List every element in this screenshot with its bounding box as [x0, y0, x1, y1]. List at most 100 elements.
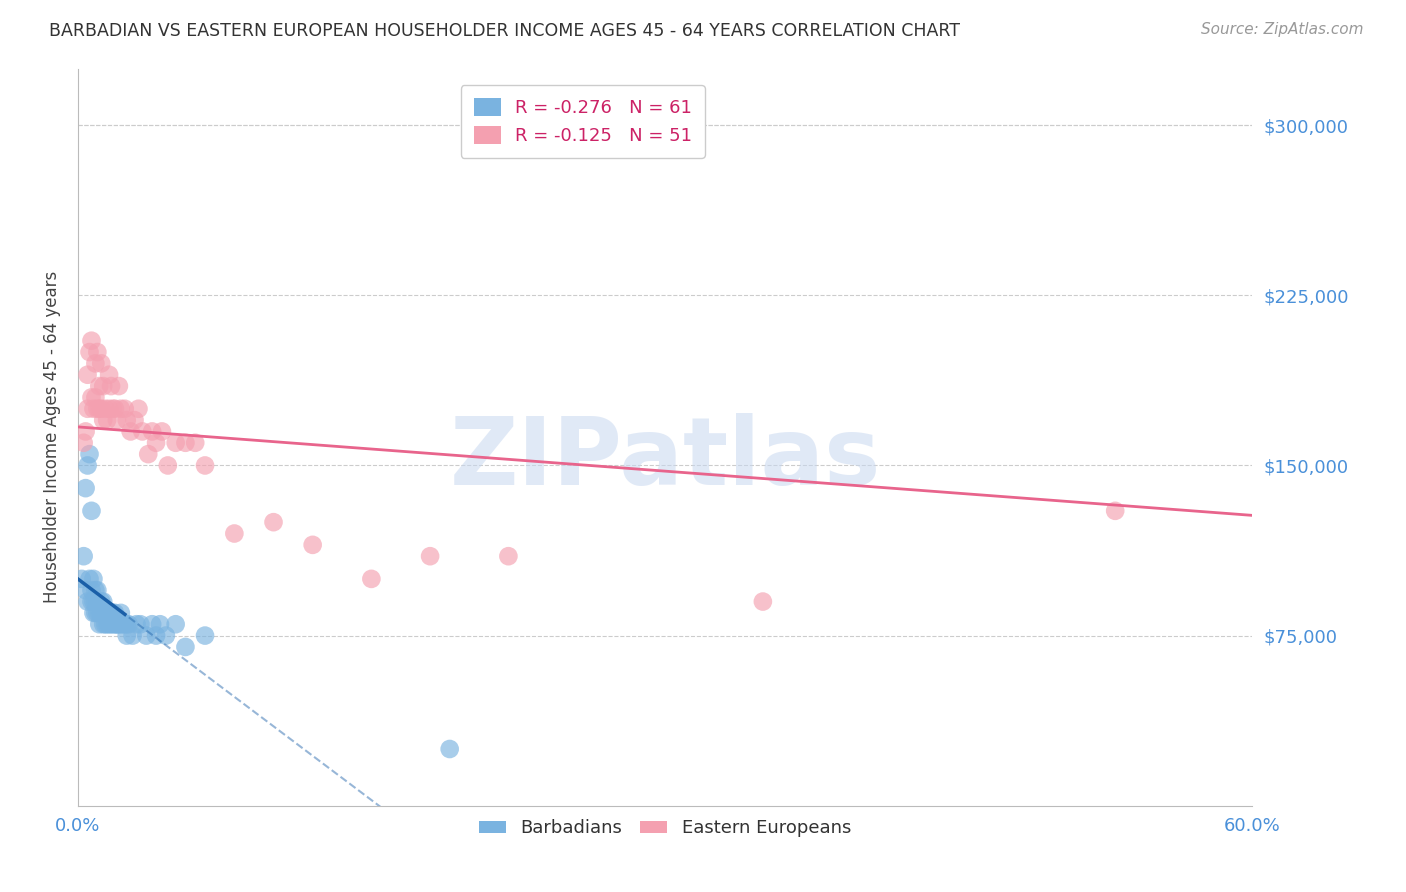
Point: [135, 629, 157, 643]
Point: [110, 617, 132, 632]
Point: [145, 629, 167, 643]
Point: [127, 401, 149, 416]
Point: [100, 379, 122, 393]
Point: [94, 401, 117, 416]
Point: [360, 572, 382, 586]
Point: [110, 606, 132, 620]
Point: [90, 401, 112, 416]
Point: [82, 606, 104, 620]
Point: [91, 379, 114, 393]
Point: [149, 617, 172, 632]
Point: [84, 594, 107, 608]
Point: [98, 606, 121, 620]
Point: [165, 435, 187, 450]
Point: [82, 572, 104, 586]
Point: [76, 368, 98, 382]
Point: [165, 617, 187, 632]
Point: [184, 435, 207, 450]
Point: [104, 401, 127, 416]
Point: [115, 629, 138, 643]
Text: ZIPatlas: ZIPatlas: [450, 413, 880, 505]
Point: [82, 401, 104, 416]
Point: [82, 594, 104, 608]
Point: [1104, 504, 1126, 518]
Point: [91, 413, 114, 427]
Point: [155, 629, 177, 643]
Legend: Barbadians, Eastern Europeans: Barbadians, Eastern Europeans: [471, 812, 859, 845]
Point: [79, 572, 101, 586]
Point: [101, 617, 124, 632]
Point: [752, 594, 775, 608]
Point: [125, 617, 148, 632]
Point: [75, 583, 97, 598]
Point: [70, 572, 93, 586]
Point: [91, 617, 114, 632]
Point: [80, 594, 103, 608]
Point: [129, 617, 152, 632]
Point: [118, 617, 141, 632]
Point: [108, 379, 131, 393]
Y-axis label: Householder Income Ages 45 - 64 years: Householder Income Ages 45 - 64 years: [44, 271, 60, 603]
Point: [101, 606, 124, 620]
Point: [111, 617, 134, 632]
Point: [76, 594, 98, 608]
Point: [84, 391, 107, 405]
Point: [94, 617, 117, 632]
Point: [101, 401, 124, 416]
Point: [136, 447, 159, 461]
Point: [100, 617, 122, 632]
Point: [419, 549, 441, 564]
Point: [79, 447, 101, 461]
Point: [84, 606, 107, 620]
Point: [90, 356, 112, 370]
Point: [79, 345, 101, 359]
Point: [174, 435, 197, 450]
Point: [301, 538, 323, 552]
Point: [150, 425, 173, 439]
Point: [91, 606, 114, 620]
Point: [80, 391, 103, 405]
Text: BARBADIAN VS EASTERN EUROPEAN HOUSEHOLDER INCOME AGES 45 - 64 YEARS CORRELATION : BARBADIAN VS EASTERN EUROPEAN HOUSEHOLDE…: [49, 22, 960, 40]
Point: [105, 617, 128, 632]
Point: [174, 640, 197, 654]
Point: [115, 617, 138, 632]
Point: [498, 549, 520, 564]
Point: [114, 617, 136, 632]
Point: [84, 583, 107, 598]
Point: [105, 617, 128, 632]
Point: [121, 629, 143, 643]
Point: [156, 458, 179, 473]
Point: [114, 401, 136, 416]
Point: [80, 583, 103, 598]
Point: [80, 334, 103, 348]
Point: [141, 425, 163, 439]
Point: [263, 515, 285, 529]
Point: [96, 617, 118, 632]
Point: [124, 413, 146, 427]
Point: [89, 617, 111, 632]
Point: [90, 594, 112, 608]
Text: Source: ZipAtlas.com: Source: ZipAtlas.com: [1201, 22, 1364, 37]
Point: [73, 435, 96, 450]
Point: [76, 401, 98, 416]
Point: [86, 606, 108, 620]
Point: [80, 504, 103, 518]
Point: [75, 425, 97, 439]
Point: [96, 413, 118, 427]
Point: [145, 435, 167, 450]
Point: [76, 458, 98, 473]
Point: [89, 606, 111, 620]
Point: [98, 368, 121, 382]
Point: [86, 401, 108, 416]
Point: [75, 481, 97, 495]
Point: [89, 401, 111, 416]
Point: [86, 345, 108, 359]
Point: [108, 617, 131, 632]
Point: [73, 549, 96, 564]
Point: [84, 356, 107, 370]
Point: [131, 425, 153, 439]
Point: [96, 606, 118, 620]
Point: [120, 425, 142, 439]
Point: [194, 458, 217, 473]
Point: [89, 379, 111, 393]
